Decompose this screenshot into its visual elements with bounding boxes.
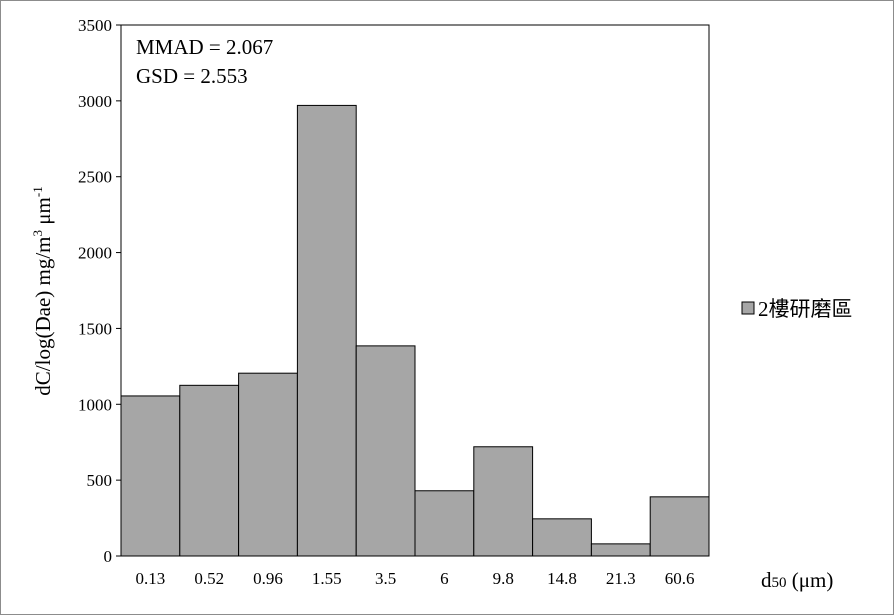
legend: 2樓研磨區: [741, 297, 853, 321]
y-tick-label: 500: [87, 471, 113, 490]
x-axis-title-unit: (μm): [787, 568, 834, 592]
x-tick-label: 14.8: [547, 569, 577, 588]
x-axis-title-sub: 50: [772, 575, 787, 591]
bar-14.8: [532, 518, 592, 557]
x-tick-label: 0.13: [136, 569, 166, 588]
x-tick-label: 6: [440, 569, 449, 588]
bar-3.5: [355, 345, 416, 557]
bar-60.6: [649, 496, 710, 557]
y-tick-label: 2000: [78, 244, 112, 263]
bar-0.13: [120, 395, 181, 557]
y-axis-title-main: dC/log(Dae) mg/m: [31, 236, 55, 395]
x-tick-label: 0.52: [194, 569, 224, 588]
y-axis-title-sup2: -1: [30, 186, 45, 197]
y-tick-label: 0: [104, 547, 113, 566]
x-axis-title-main: d: [761, 568, 772, 592]
bar-9.8: [473, 446, 534, 557]
bar-0.52: [179, 384, 240, 557]
bar-21.3: [590, 543, 651, 557]
y-axis-title: dC/log(Dae) mg/m3 μm-1: [30, 186, 55, 395]
x-tick-label: 0.96: [253, 569, 283, 588]
x-tick-label: 60.6: [665, 569, 695, 588]
y-tick-label: 3000: [78, 92, 112, 111]
legend-label: 2樓研磨區: [758, 297, 853, 321]
y-tick-label: 1500: [78, 319, 112, 338]
bar-0.96: [238, 372, 298, 557]
x-tick-label: 9.8: [493, 569, 514, 588]
x-axis-title: d50 (μm): [761, 568, 833, 592]
y-tick-label: 1000: [78, 395, 112, 414]
bar-1.55: [296, 104, 357, 557]
y-tick-label: 3500: [78, 16, 112, 35]
y-axis-title-mid: μm: [31, 197, 55, 230]
legend-swatch: [741, 301, 755, 315]
x-tick-label: 21.3: [606, 569, 636, 588]
x-tick-label: 3.5: [375, 569, 396, 588]
bars-group: [120, 104, 710, 557]
y-tick-label: 2500: [78, 168, 112, 187]
x-axis: 0.13 0.52 0.96 1.55 3.5 6 9.8 14.8 21.3 60.6: [136, 569, 695, 588]
annotation-gsd: GSD = 2.553: [136, 64, 248, 88]
x-tick-label: 1.55: [312, 569, 342, 588]
y-axis: 0 500 1000 1500 2000 2500 3000 3500: [78, 16, 121, 566]
y-axis-title-sup1: 3: [30, 230, 45, 237]
annotation-mmad: MMAD = 2.067: [136, 35, 273, 59]
bar-6: [414, 490, 475, 557]
